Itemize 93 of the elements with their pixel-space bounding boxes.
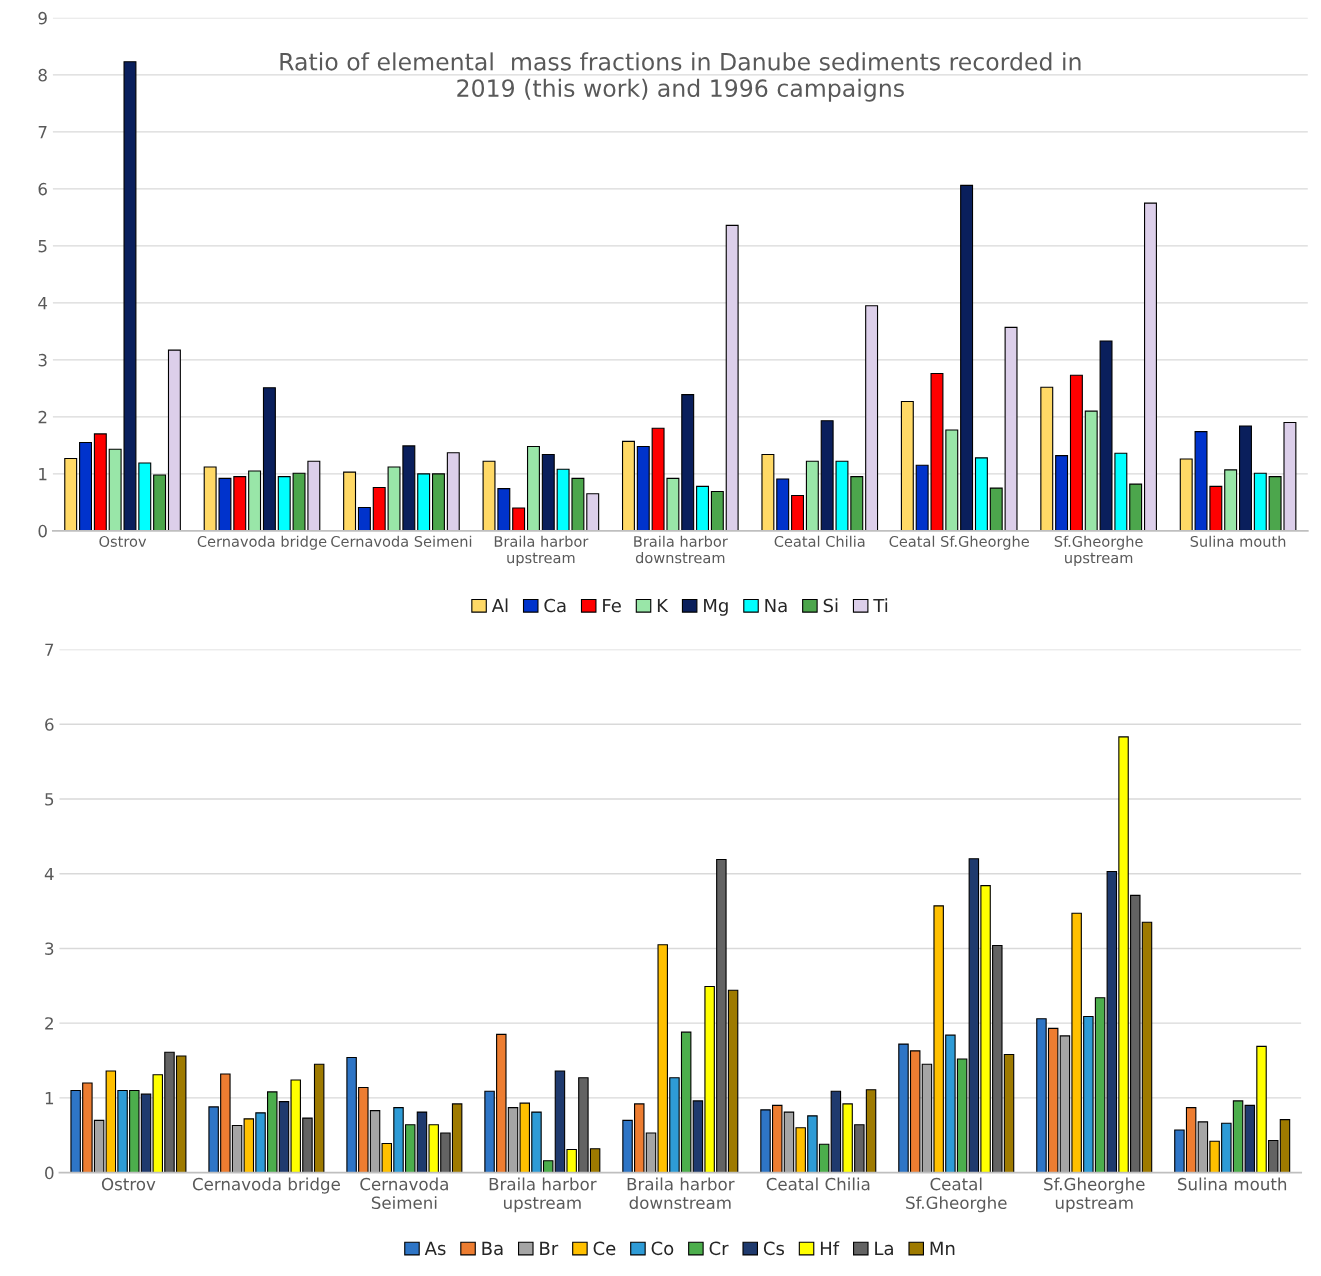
x-tick-label: Cernavoda bridge [197,535,327,550]
y-tick-label: 0 [38,524,47,538]
bar [805,460,819,531]
x-tick-label: Ceatal Chilia [774,535,865,547]
bar [153,474,167,531]
y-tick-label: 8 [38,68,47,82]
x-tick-label: Ceatal Sf.Gheorghe [906,1177,1007,1213]
legend-label: K [657,598,669,613]
bar [512,507,526,531]
bar [1238,425,1252,531]
x-tick-label: Sulina mouth [1178,1177,1287,1191]
legend-label: Mg [704,598,728,616]
x-tick-label: Ostrov [99,535,147,547]
legend-label: Mn [930,1241,955,1255]
bar [1129,483,1143,531]
bar [446,452,460,531]
bar [974,457,988,531]
bar [1224,469,1238,531]
y-tick-label: 7 [38,126,47,139]
legend-label: Fe [603,598,621,613]
bar [1040,386,1054,531]
y-tick-label: 9 [38,11,47,25]
bar [791,494,805,531]
bar [248,470,262,531]
legend-label: As [424,1241,446,1256]
x-tick-label: Braila harbor upstream [494,535,589,567]
bar [761,453,775,531]
bar [1055,455,1069,531]
legend-label: Co [651,1241,674,1256]
bar [776,478,790,531]
y-tick-label: 4 [38,297,48,310]
x-tick-label: Sf.Gheorghe upstream [1044,1177,1145,1213]
bar [262,387,276,531]
legend-label: Si [823,598,838,613]
x-tick-label: Cernavoda Seimeni [331,535,472,547]
y-tick-label: 3 [45,942,54,955]
x-tick-label: Braila harbor downstream [627,1177,735,1210]
x-tick-label: Sf.Gheorghe upstream [1054,535,1143,567]
x-tick-label: Cernavoda Seimeni [360,1177,448,1210]
y-tick-label: 5 [38,240,47,253]
legend-label: Ce [593,1241,616,1256]
bar [64,457,78,531]
bar [417,473,431,531]
legend-label: Cr [709,1241,729,1256]
legend-label: Br [540,1241,559,1255]
x-tick-label: Ceatal Sf.Gheorghe [889,535,1029,550]
legend-label: Na [765,598,787,613]
bar [636,445,650,531]
bar [343,471,357,531]
bar [710,490,724,531]
x-tick-label: Sulina mouth [1190,535,1286,547]
y-tick-label: 5 [45,793,54,806]
bar [1069,374,1083,531]
legend-label: Al [491,598,508,613]
x-tick-label: Ostrov [101,1177,156,1191]
y-tick-label: 6 [38,182,47,196]
y-tick-label: 4 [44,867,54,881]
legend-label: Hf [820,1241,840,1255]
bar [586,493,600,531]
bar [865,305,879,531]
y-tick-label: 2 [45,1017,53,1030]
x-tick-label: Braila harbor downstream [634,535,728,564]
bar [79,441,93,531]
bar [681,394,695,531]
text: Ratio of elemental mass fractions in Danube sediments recorded in 2019 (this work) and 1996 campaigns [280,52,1081,102]
legend-label: Ti [873,598,888,613]
bar [725,224,739,531]
bar [900,400,914,531]
y-tick-label: 1 [39,468,47,481]
y-tick-label: 7 [45,643,54,656]
bar [621,440,635,531]
x-tick-label: Ceatal Chilia [766,1177,870,1191]
y-tick-label: 1 [45,1092,54,1105]
y-tick-label: 0 [45,1166,54,1180]
legend-label: Ca [544,598,566,613]
bar [93,433,107,531]
x-tick-label: Braila harbor upstream [489,1177,597,1213]
bar [696,485,710,531]
legend-label: Cs [763,1241,784,1256]
x-tick-label: Cernavoda bridge [192,1177,340,1194]
bar [960,184,974,531]
bar [357,506,371,531]
bar [431,473,445,531]
bar [1253,472,1267,531]
bar [526,445,540,531]
legend-label: La [875,1241,893,1256]
bar [541,453,555,531]
bar [1144,202,1157,531]
bar [167,349,181,531]
legend-label: Ba [482,1241,503,1256]
y-tick-label: 2 [38,410,47,424]
y-tick-label: 6 [45,718,54,731]
y-tick-label: 3 [38,353,47,367]
